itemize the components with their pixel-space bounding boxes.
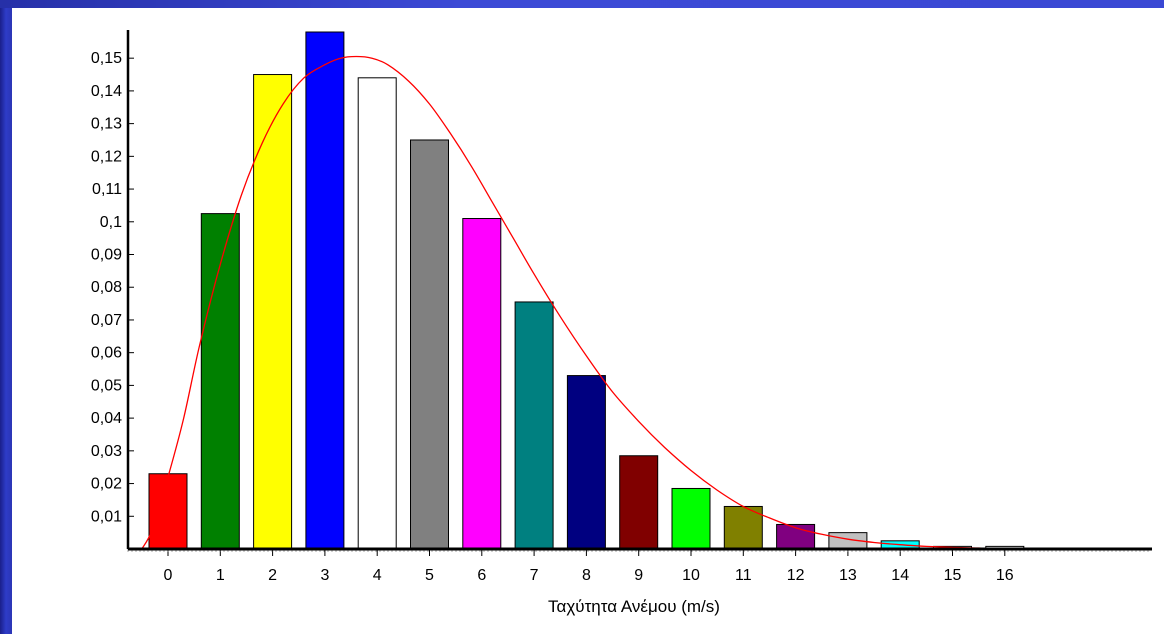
- x-tick-label: 14: [891, 567, 909, 584]
- y-tick-label: 0,05: [91, 377, 122, 394]
- top-band: [0, 0, 1164, 8]
- chart-panel: 0,01 0,02 0,03 0,04 0,05 0,06 0,07 0,08 0,09 0,1 0…: [12, 8, 1164, 634]
- fitted-distribution-curve: [141, 55, 1110, 550]
- x-axis-labels: 0 1 2 3 4 5 6 7 8 9 10 11 12 13 14 15 16: [164, 567, 1014, 584]
- y-tick-label: 0,06: [91, 345, 122, 362]
- bar-9: [619, 455, 659, 550]
- y-tick-label: 0,08: [91, 279, 122, 296]
- bar-11: [723, 505, 763, 550]
- x-tick-label: 16: [996, 567, 1014, 584]
- y-tick-label: 0,1: [100, 214, 122, 231]
- bar-10: [671, 487, 711, 550]
- x-tick-label: 8: [582, 567, 591, 584]
- x-tick-label: 3: [320, 567, 329, 584]
- bar-2: [253, 74, 293, 550]
- y-tick-label: 0,01: [91, 508, 122, 525]
- x-tick-label: 11: [735, 567, 752, 584]
- y-tick-label: 0,12: [91, 148, 122, 165]
- y-tick-label: 0,03: [91, 443, 122, 460]
- x-tick-label: 7: [530, 567, 539, 584]
- x-tick-label: 4: [373, 567, 382, 584]
- y-tick-label: 0,15: [91, 50, 122, 67]
- bar-3: [305, 31, 345, 550]
- x-tick-label: 15: [944, 567, 962, 584]
- bar-6: [462, 218, 502, 550]
- x-tick-label: 1: [216, 567, 225, 584]
- x-tick-label: 0: [164, 567, 173, 584]
- x-tick-label: 12: [787, 567, 805, 584]
- y-tick-label: 0,07: [91, 312, 122, 329]
- bar-0: [148, 473, 188, 550]
- bar-4: [357, 77, 397, 550]
- x-tick-label: 6: [477, 567, 486, 584]
- y-axis-labels: 0,01 0,02 0,03 0,04 0,05 0,06 0,07 0,08 0,09 0,1 0…: [91, 50, 122, 525]
- x-tick-label: 2: [268, 567, 277, 584]
- y-tick-label: 0,11: [92, 181, 122, 198]
- x-tick-label: 10: [682, 567, 700, 584]
- y-tick-label: 0,13: [91, 116, 122, 133]
- x-tick-label: 13: [839, 567, 857, 584]
- bar-12: [776, 523, 816, 550]
- bar-5: [410, 139, 449, 550]
- bar-1: [200, 213, 240, 550]
- wind-speed-histogram: 0,01 0,02 0,03 0,04 0,05 0,06 0,07 0,08 0,09 0,1 0…: [91, 30, 1152, 616]
- y-tick-label: 0,09: [91, 247, 122, 264]
- x-tick-label: 9: [634, 567, 643, 584]
- x-tick-label: 5: [425, 567, 434, 584]
- x-axis-title: Ταχύτητα Ανέμου (m/s): [548, 597, 720, 616]
- bars-group: [148, 31, 1025, 550]
- y-tick-label: 0,04: [91, 410, 122, 427]
- bar-8: [566, 375, 606, 550]
- bar-7: [514, 301, 554, 550]
- y-tick-label: 0,14: [91, 83, 122, 100]
- y-tick-label: 0,02: [91, 476, 122, 493]
